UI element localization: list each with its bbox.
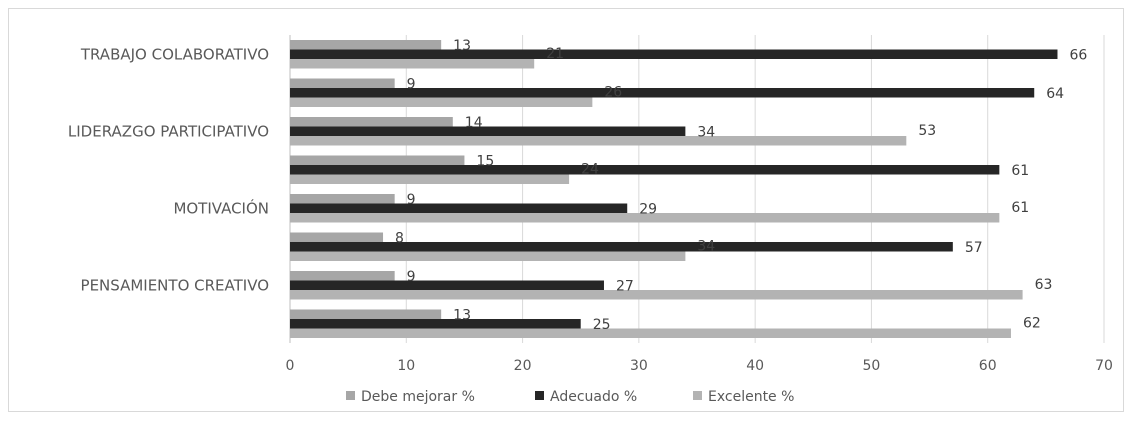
x-axis-tick-labels: 0 10 20 30 40 50 60 70 [286,358,1113,374]
legend-swatch [535,391,544,400]
bar [290,117,453,127]
data-label: 26 [604,84,622,100]
data-label: 64 [1046,86,1064,102]
bars [290,40,1058,338]
data-label: 34 [697,124,715,140]
x-tick-label: 40 [746,358,764,374]
bar [290,319,581,329]
data-label: 61 [1011,200,1029,216]
data-labels: 13 25 62 9 27 63 8 57 34 9 29 61 15 61 24 14 34 53 9 64 26 13… [395,38,1087,333]
legend: Debe mejorar % Adecuado % Excelente % [346,389,794,405]
bar [290,309,442,319]
data-label: 53 [918,123,936,139]
bar [290,328,1011,338]
data-label: 25 [593,317,611,333]
gridlines [289,35,1105,343]
legend-swatch [346,391,355,400]
category-label: TRABAJO COLABORATIVO [80,45,269,63]
bar [290,59,535,69]
legend-swatch [693,391,702,400]
legend-label: Excelente % [708,389,794,405]
legend-label: Adecuado % [550,389,637,405]
data-label: 9 [407,192,416,208]
x-tick-label: 10 [397,358,415,374]
data-label: 27 [616,278,634,294]
data-label: 15 [476,153,494,169]
bar [290,136,907,146]
x-tick-label: 70 [1095,358,1113,374]
data-label: 61 [1011,163,1029,179]
x-tick-label: 30 [630,358,648,374]
data-label: 29 [639,201,657,217]
bar [290,232,384,242]
data-label: 57 [965,240,983,256]
bar [290,78,395,88]
bar [290,194,395,204]
chart-frame: 13 25 62 9 27 63 8 57 34 9 29 61 15 61 24 14 34 53 9 64 26 13… [8,8,1124,412]
bar [290,40,442,50]
category-label: LIDERAZGO PARTICIPATIVO [68,122,269,140]
data-label: 62 [1023,315,1041,331]
data-label: 24 [581,161,599,177]
data-label: 63 [1035,277,1053,293]
legend-label: Debe mejorar % [361,389,475,405]
bar [290,280,604,290]
bar [290,242,953,252]
bar [290,165,1000,175]
data-label: 13 [453,307,471,323]
data-label: 34 [697,238,715,254]
bar [290,155,465,165]
bar [290,271,395,281]
x-tick-label: 50 [863,358,881,374]
x-tick-label: 0 [286,358,295,374]
category-label: PENSAMIENTO CREATIVO [81,276,269,294]
bar [290,126,686,136]
data-label: 8 [395,230,404,246]
category-labels: PENSAMIENTO CREATIVO MOTIVACIÓN LIDERAZGO … [68,45,269,294]
data-label: 9 [407,76,416,92]
data-label: 9 [407,269,416,285]
data-label: 14 [465,115,483,131]
bar [290,251,686,261]
data-label: 21 [546,46,564,62]
bar-chart: 13 25 62 9 27 63 8 57 34 9 29 61 15 61 24 14 34 53 9 64 26 13… [68,35,1113,405]
bar [290,49,1058,59]
bar [290,203,628,213]
bar [290,88,1035,98]
bar [290,174,570,184]
data-label: 66 [1069,47,1087,63]
bar [290,290,1023,300]
bar [290,213,1000,223]
x-tick-label: 60 [979,358,997,374]
bar [290,97,593,107]
category-label: MOTIVACIÓN [173,198,269,217]
data-label: 13 [453,38,471,54]
x-tick-label: 20 [514,358,532,374]
